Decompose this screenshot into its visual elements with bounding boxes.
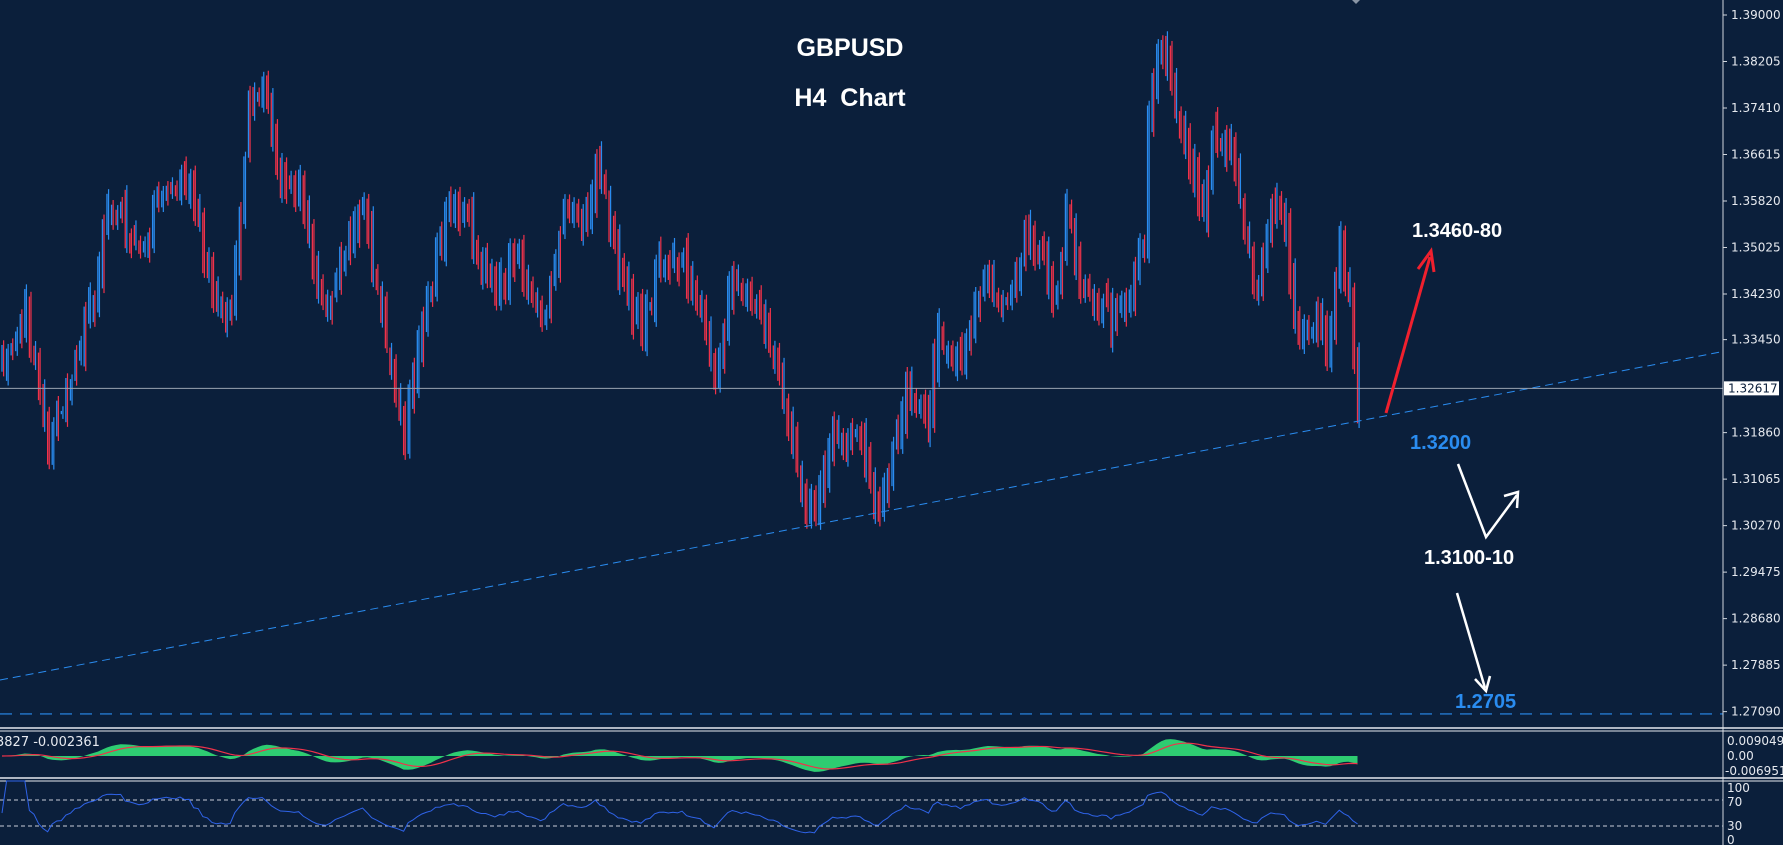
price-tick-label: 1.31860 xyxy=(1731,426,1781,440)
macd-histogram xyxy=(2,739,1358,772)
rsi-tick-0: 0 xyxy=(1727,833,1735,845)
price-tick-label: 1.35025 xyxy=(1731,241,1781,255)
rsi-line xyxy=(1,780,1358,834)
chart-title: GBPUSD xyxy=(797,34,904,62)
white-dip-then-rebound-arrow xyxy=(1456,463,1520,540)
white-down-arrow xyxy=(1455,592,1492,694)
macd-signal-line xyxy=(1,742,1358,770)
level-label-1-3100-10: 1.3100-10 xyxy=(1424,547,1514,569)
price-tick-label: 1.37410 xyxy=(1731,101,1781,115)
price-tick-label: 1.30270 xyxy=(1731,519,1781,533)
level-label-1-2705: 1.2705 xyxy=(1455,691,1516,713)
macd-tick-min: -0.006951 xyxy=(1725,764,1783,778)
trendline[interactable] xyxy=(0,351,1724,681)
price-tick-label: 1.36615 xyxy=(1731,148,1781,162)
rsi-tick-30: 30 xyxy=(1727,819,1742,833)
macd-pane xyxy=(1,739,1358,772)
macd-tick-max: 0.009049 xyxy=(1727,734,1783,748)
price-tick-label: 1.39000 xyxy=(1731,8,1781,22)
current-price-tag: 1.32617 xyxy=(1724,381,1779,396)
candles-layer xyxy=(1,31,1360,530)
macd-values-label: 3827 -0.002361 xyxy=(0,735,100,750)
price-tick-label: 1.35820 xyxy=(1731,194,1781,208)
current-price-value: 1.32617 xyxy=(1728,381,1778,395)
chart-subtitle: H4 Chart xyxy=(794,84,906,112)
red-up-arrow xyxy=(1384,247,1436,414)
macd-tick-zero: 0.00 xyxy=(1727,749,1754,763)
price-tick-label: 1.28680 xyxy=(1731,612,1781,626)
level-label-1-3200: 1.3200 xyxy=(1410,432,1471,454)
price-tick-label: 1.27090 xyxy=(1731,705,1781,719)
rsi-tick-70: 70 xyxy=(1727,795,1742,809)
rsi-pane xyxy=(1,780,1358,834)
price-tick-label: 1.31065 xyxy=(1731,472,1781,486)
price-tick-label: 1.34230 xyxy=(1731,287,1781,301)
price-tick-label: 1.29475 xyxy=(1731,565,1781,579)
scroll-marker-icon[interactable] xyxy=(1352,0,1360,4)
price-axis[interactable]: 1.39000 1.38205 1.37410 1.36615 1.35820 1.350… xyxy=(1723,8,1781,719)
rsi-tick-100: 100 xyxy=(1727,781,1750,795)
price-tick-label: 1.38205 xyxy=(1731,55,1781,69)
target-label-1-3460-80: 1.3460-80 xyxy=(1412,220,1502,242)
price-tick-label: 1.33450 xyxy=(1731,333,1781,347)
price-tick-label: 1.27885 xyxy=(1731,658,1781,672)
